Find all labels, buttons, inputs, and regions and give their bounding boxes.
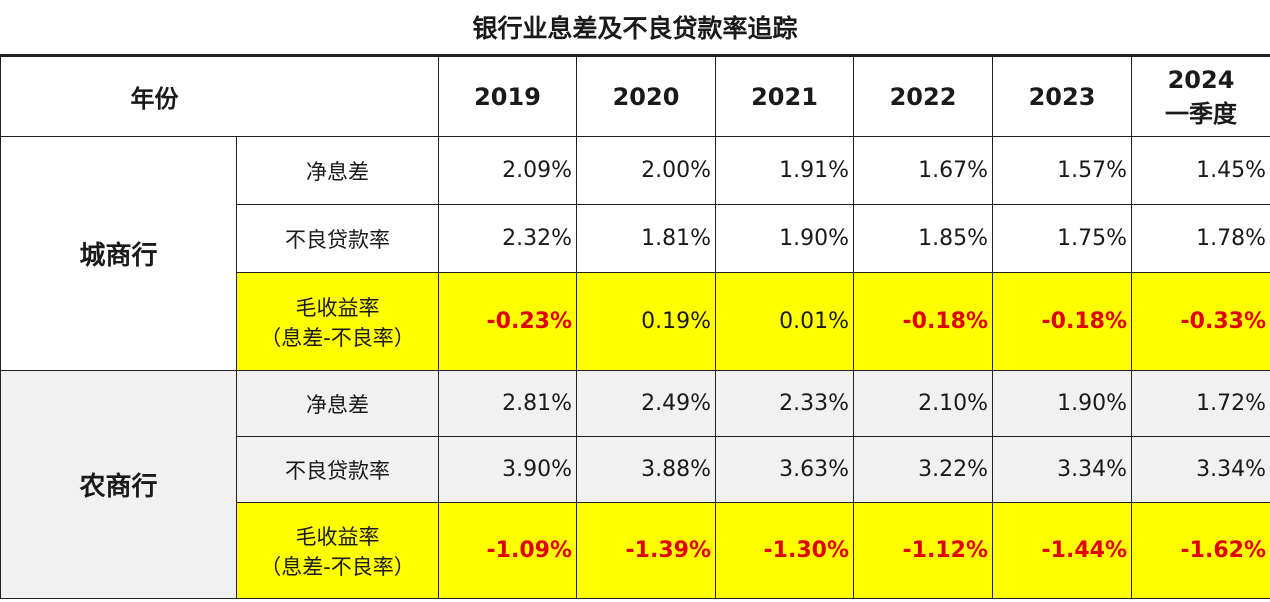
value-cell: 3.22% bbox=[853, 436, 993, 503]
value-cell: 2.33% bbox=[715, 370, 854, 437]
table-row-highlight: 毛收益率 （息差-不良率） -0.23% 0.19% 0.01% -0.18% … bbox=[1, 272, 1270, 371]
year-header-2023: 2023 bbox=[992, 56, 1132, 137]
value-cell: 1.45% bbox=[1131, 136, 1270, 205]
year-label-header: 年份 bbox=[0, 56, 439, 137]
value-cell: 1.57% bbox=[992, 136, 1132, 205]
metric-label-main: 毛收益率 bbox=[295, 524, 380, 549]
value-cell: 1.90% bbox=[992, 370, 1132, 437]
bank-data-table: 年份 2019 2020 2021 2022 2023 2024 一季度 城商行… bbox=[0, 56, 1270, 599]
value-cell: 1.81% bbox=[576, 204, 716, 273]
metric-label: 毛收益率 （息差-不良率） bbox=[236, 502, 439, 599]
metric-label-note: （息差-不良率） bbox=[260, 325, 415, 350]
value-cell: -1.12% bbox=[853, 502, 993, 599]
year-header-2021: 2021 bbox=[715, 56, 854, 137]
year-header-2024q1: 2024 一季度 bbox=[1131, 56, 1270, 137]
value-cell: -1.62% bbox=[1131, 502, 1270, 599]
value-cell: 1.85% bbox=[853, 204, 993, 273]
bank-name-rural: 农商行 bbox=[0, 370, 237, 599]
metric-label: 不良贷款率 bbox=[236, 436, 439, 503]
year-header-2024-line1: 2024 bbox=[1167, 65, 1235, 94]
value-cell: 1.78% bbox=[1131, 204, 1270, 273]
metric-label-main: 毛收益率 bbox=[295, 295, 380, 320]
metric-label: 不良贷款率 bbox=[236, 204, 439, 273]
value-cell: 3.88% bbox=[576, 436, 716, 503]
metric-label-note: （息差-不良率） bbox=[260, 554, 415, 579]
metric-label: 净息差 bbox=[236, 136, 439, 205]
header-row: 年份 2019 2020 2021 2022 2023 2024 一季度 bbox=[0, 56, 1270, 137]
table-row: 城商行 净息差 2.09% 2.00% 1.91% 1.67% 1.57% 1.… bbox=[0, 136, 1270, 371]
value-cell: 2.32% bbox=[438, 204, 577, 273]
value-cell: -1.09% bbox=[438, 502, 577, 599]
value-cell: 2.81% bbox=[438, 370, 577, 437]
table-row: 不良贷款率 3.90% 3.88% 3.63% 3.22% 3.34% 3.34… bbox=[1, 436, 1270, 503]
bank-name-city: 城商行 bbox=[0, 136, 237, 371]
value-cell: -0.18% bbox=[992, 272, 1132, 371]
value-cell: -0.18% bbox=[853, 272, 993, 371]
year-header-2020: 2020 bbox=[576, 56, 716, 137]
value-cell: 0.01% bbox=[715, 272, 854, 371]
table-row: 农商行 净息差 2.81% 2.49% 2.33% 2.10% 1.90% 1.… bbox=[0, 370, 1270, 599]
value-cell: 3.34% bbox=[1131, 436, 1270, 503]
value-cell: 2.09% bbox=[438, 136, 577, 205]
value-cell: 3.34% bbox=[992, 436, 1132, 503]
value-cell: 2.10% bbox=[853, 370, 993, 437]
value-cell: -1.39% bbox=[576, 502, 716, 599]
value-cell: 3.90% bbox=[438, 436, 577, 503]
value-cell: -0.23% bbox=[438, 272, 577, 371]
value-cell: 3.63% bbox=[715, 436, 854, 503]
year-header-2022: 2022 bbox=[853, 56, 993, 137]
value-cell: 2.00% bbox=[576, 136, 716, 205]
value-cell: -1.30% bbox=[715, 502, 854, 599]
value-cell: 1.90% bbox=[715, 204, 854, 273]
metric-label: 毛收益率 （息差-不良率） bbox=[236, 272, 439, 371]
year-header-2024-line2: 一季度 bbox=[1165, 99, 1237, 128]
value-cell: 1.72% bbox=[1131, 370, 1270, 437]
year-header-2019: 2019 bbox=[438, 56, 577, 137]
value-cell: 1.75% bbox=[992, 204, 1132, 273]
value-cell: 1.91% bbox=[715, 136, 854, 205]
value-cell: 1.67% bbox=[853, 136, 993, 205]
metric-label: 净息差 bbox=[236, 370, 439, 437]
value-cell: 0.19% bbox=[576, 272, 716, 371]
value-cell: -1.44% bbox=[992, 502, 1132, 599]
value-cell: -0.33% bbox=[1131, 272, 1270, 371]
value-cell: 2.49% bbox=[576, 370, 716, 437]
table-title: 银行业息差及不良贷款率追踪 bbox=[0, 0, 1270, 56]
table-row-highlight: 毛收益率 （息差-不良率） -1.09% -1.39% -1.30% -1.12… bbox=[1, 502, 1270, 599]
